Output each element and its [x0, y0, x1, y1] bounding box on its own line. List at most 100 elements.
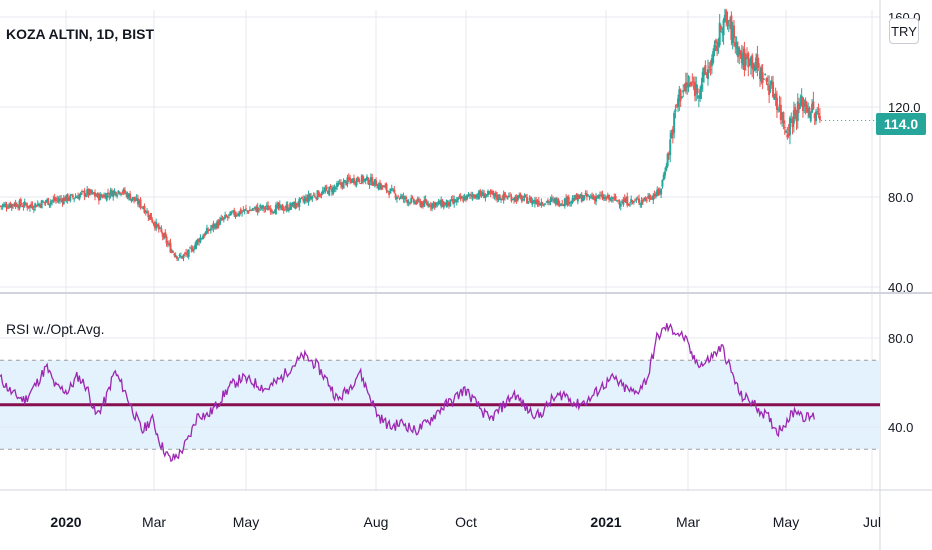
candle-body [609, 197, 612, 201]
candle-body [457, 197, 460, 200]
candle-body [634, 199, 637, 201]
candle-body [643, 198, 646, 201]
candle-body [142, 207, 145, 209]
candle-body [82, 191, 85, 193]
candle-body [796, 101, 799, 121]
candle-body [542, 205, 545, 207]
candle-body [595, 196, 598, 202]
chart-title: KOZA ALTIN, 1D, BIST [6, 26, 155, 42]
candle-body [74, 196, 77, 199]
candle-body [669, 139, 672, 156]
candle-body [654, 195, 657, 197]
candle-body [41, 201, 44, 203]
candle-body [790, 119, 793, 121]
candle-body [196, 239, 199, 243]
candle-body [316, 190, 319, 200]
candle-body [772, 82, 775, 97]
candle-body [38, 203, 41, 206]
candle-body [96, 193, 99, 198]
candle-body [740, 53, 743, 64]
candle-body [464, 195, 467, 201]
candle-body [152, 222, 155, 225]
candle-body [88, 189, 91, 195]
candle-body [187, 249, 190, 257]
candle-body [455, 199, 458, 203]
candle-body [273, 212, 276, 214]
candle-body [569, 202, 572, 204]
candle-body [62, 197, 65, 205]
candle-body [155, 222, 158, 229]
candle-body [297, 204, 300, 206]
candle-body [475, 194, 478, 198]
time-axis-label: Jul [863, 514, 881, 530]
candle-body [474, 196, 477, 199]
candle-body [764, 74, 767, 76]
candle-body [268, 208, 271, 210]
candle-body [192, 249, 195, 251]
candle-body [420, 202, 423, 208]
candle-body [181, 256, 184, 259]
candle-body [211, 225, 214, 228]
candle-body [548, 201, 551, 203]
candle-body [95, 195, 98, 197]
candle-body [649, 197, 652, 200]
candle-body [169, 242, 172, 253]
candle-body [368, 183, 371, 186]
candle-body [812, 101, 815, 110]
candle-body [604, 196, 607, 198]
candle-body [99, 194, 102, 201]
candle-body [503, 192, 506, 197]
candle-body [410, 197, 413, 203]
candle-body [725, 10, 728, 20]
candle-body [251, 209, 254, 211]
candle-body [32, 209, 35, 211]
candle-body [203, 234, 206, 237]
candle-body [679, 89, 682, 101]
candle-body [645, 199, 648, 201]
candle-body [731, 27, 734, 44]
candle-body [415, 201, 418, 204]
candle-body [304, 197, 307, 201]
candle-body [434, 202, 437, 206]
candle-body [359, 183, 362, 185]
candle-body [624, 197, 627, 203]
candle-body [360, 175, 363, 184]
candle-body [135, 197, 138, 201]
candle-body [117, 190, 120, 193]
candle-body [233, 210, 236, 216]
candle-body [601, 194, 604, 200]
candle-body [700, 84, 703, 90]
candle-body [701, 71, 704, 83]
candle-body [60, 198, 63, 200]
candle-body [615, 200, 618, 202]
candle-body [795, 113, 798, 122]
currency-button[interactable]: TRY [889, 18, 919, 44]
candle-body [44, 201, 47, 203]
candle-body [73, 198, 76, 200]
candle-body [363, 179, 366, 182]
candle-body [433, 202, 436, 208]
candle-body [614, 195, 617, 201]
candle-body [194, 244, 197, 250]
candle-body [477, 191, 480, 200]
candle-body [254, 206, 257, 208]
candle-body [458, 196, 461, 198]
candle-body [545, 201, 548, 203]
candle-body [696, 88, 699, 94]
candle-body [399, 196, 402, 199]
candle-body [112, 191, 115, 197]
candle-body [329, 186, 332, 188]
candle-body [708, 66, 711, 68]
candle-body [563, 198, 566, 207]
candle-body [661, 179, 664, 187]
candle-body [506, 198, 509, 200]
candle-body [75, 196, 78, 199]
candle-body [480, 193, 483, 196]
candle-body [53, 197, 56, 201]
candle-body [165, 236, 168, 244]
candle-body [308, 194, 311, 198]
candle-body [509, 195, 512, 197]
candle-body [729, 19, 732, 22]
candle-body [123, 190, 126, 194]
